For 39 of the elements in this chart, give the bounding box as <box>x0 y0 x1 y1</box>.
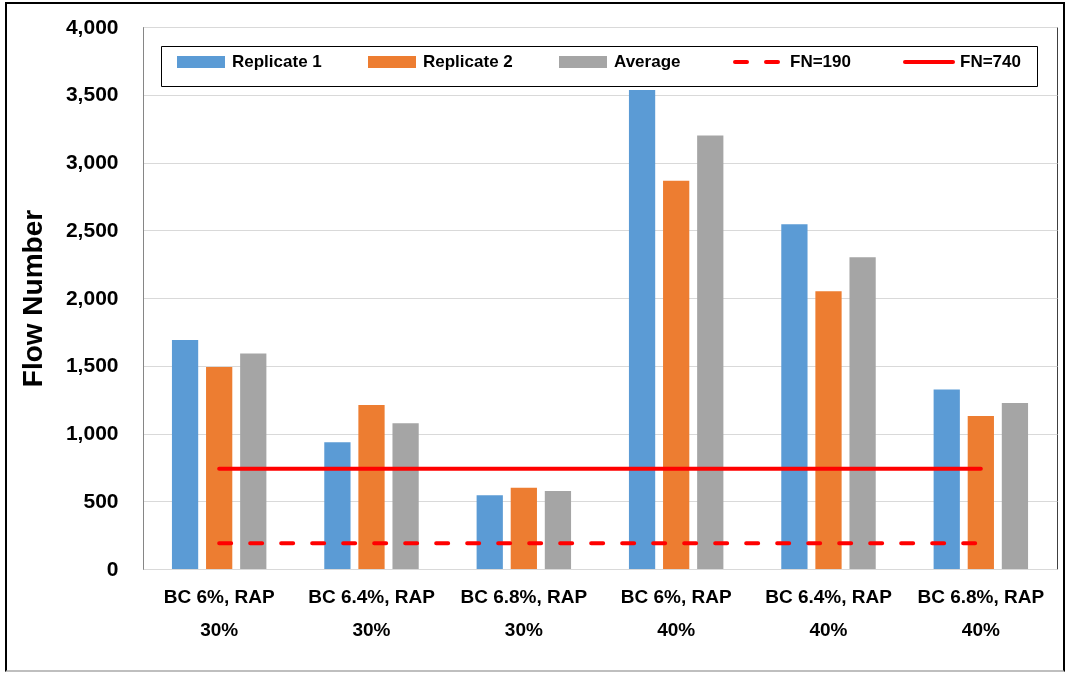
legend-label: Replicate 1 <box>232 52 322 71</box>
bar <box>663 180 690 569</box>
bar <box>358 405 385 569</box>
y-tick-label: 3,500 <box>65 82 119 106</box>
y-tick-label: 1,500 <box>65 353 119 377</box>
y-tick-label: 1,000 <box>65 421 119 444</box>
x-tick-label: BC 6.8%, RAP 30% <box>460 585 588 640</box>
legend-label: Replicate 2 <box>423 52 513 71</box>
bar <box>933 389 960 569</box>
legend-label: Average <box>614 52 681 71</box>
bar <box>324 442 351 569</box>
x-tick-label: BC 6.4%, RAP 40% <box>765 585 893 640</box>
bar <box>510 487 537 569</box>
bar <box>697 135 724 569</box>
y-tick-label: 2,500 <box>65 217 119 241</box>
x-tick-label: BC 6%, RAP 30% <box>163 585 275 640</box>
bar <box>628 90 656 569</box>
bar <box>206 367 233 569</box>
y-tick-label: 500 <box>83 488 119 512</box>
bar <box>849 257 876 569</box>
y-tick-label: 4,000 <box>65 14 119 38</box>
y-tick-label: 0 <box>106 556 119 580</box>
bar <box>815 291 842 569</box>
bar <box>240 353 267 569</box>
legend-label: FN=740 <box>960 52 1021 71</box>
bar <box>1001 403 1029 569</box>
y-axis-title: Flow Number <box>16 209 48 388</box>
bar <box>476 495 503 569</box>
bar <box>171 340 199 569</box>
bar <box>392 423 419 569</box>
y-tick-label: 2,000 <box>65 285 119 309</box>
bar <box>544 491 572 569</box>
x-tick-label: BC 6.8%, RAP 40% <box>917 585 1045 640</box>
legend-label: FN=190 <box>790 52 851 71</box>
y-tick-label: 3,000 <box>65 150 119 173</box>
x-tick-label: BC 6%, RAP 40% <box>620 585 732 640</box>
x-tick-label: BC 6.4%, RAP 30% <box>308 585 436 640</box>
bar <box>967 415 994 569</box>
bar <box>781 224 808 569</box>
